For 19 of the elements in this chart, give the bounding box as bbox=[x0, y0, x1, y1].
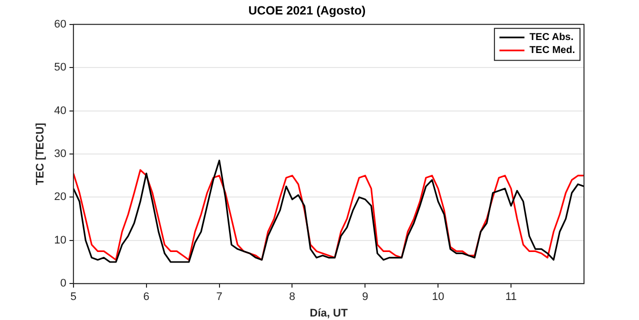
y-tick-label: 50 bbox=[54, 62, 66, 74]
x-tick-label: 7 bbox=[216, 291, 222, 304]
x-tick-label: 9 bbox=[362, 291, 368, 304]
y-tick-label: 0 bbox=[60, 278, 66, 290]
x-axis-title: Día, UT bbox=[310, 307, 348, 320]
legend-label: TEC Med. bbox=[529, 45, 576, 56]
x-tick-label: 5 bbox=[70, 291, 76, 304]
y-tick-label: 10 bbox=[54, 234, 66, 246]
x-tick-label: 6 bbox=[143, 291, 150, 304]
legend-label: TEC Abs. bbox=[529, 32, 574, 44]
y-axis-title: TEC [TECU] bbox=[34, 122, 47, 186]
y-tick-label: 30 bbox=[54, 148, 66, 160]
y-tick-label: 60 bbox=[54, 18, 66, 30]
y-tick-label: 40 bbox=[54, 104, 66, 117]
x-tick-label: 11 bbox=[505, 291, 517, 304]
x-tick-label: 8 bbox=[289, 291, 296, 304]
chart-title: UCOE 2021 (Agosto) bbox=[248, 4, 366, 18]
x-tick-label: 10 bbox=[432, 291, 444, 304]
y-tick-label: 20 bbox=[54, 191, 66, 204]
